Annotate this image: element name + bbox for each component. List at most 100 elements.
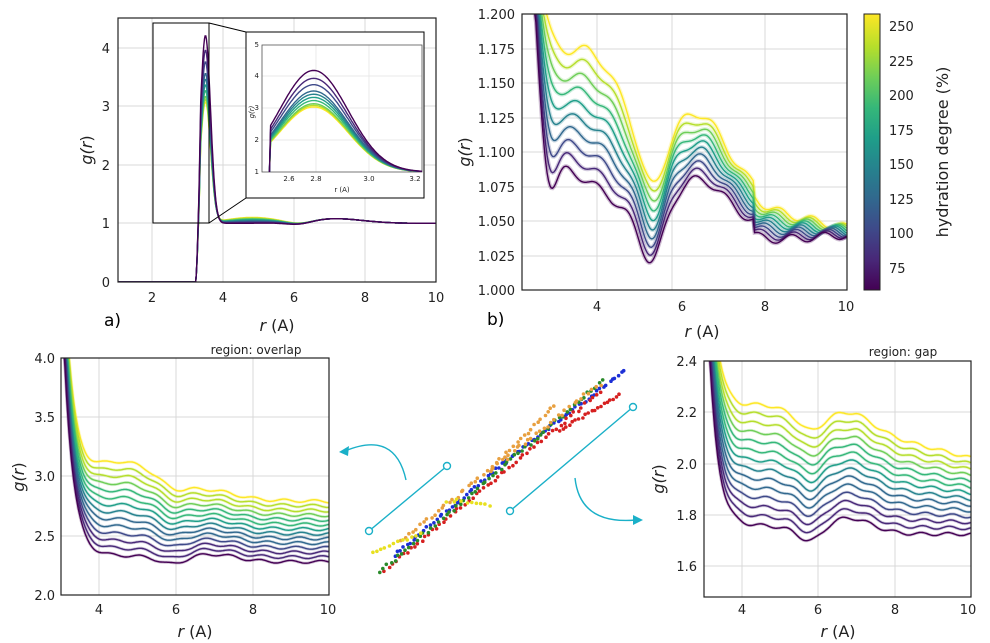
xtick-d: 6 [814, 603, 822, 618]
scatter-point [528, 427, 533, 432]
ytick-a: 4 [102, 42, 110, 57]
zoom-connector-top [208, 22, 247, 33]
ytick-a: 2 [102, 159, 110, 174]
curves-b [522, 14, 847, 265]
scatter-point [511, 444, 516, 449]
scatter-point [465, 492, 469, 497]
ytick-b: 1.175 [478, 43, 515, 58]
scatter-point [564, 416, 568, 421]
scatter-point [378, 547, 383, 552]
scatter-point [529, 443, 533, 447]
ytick-c: 2.0 [34, 589, 55, 604]
scatter-point [401, 545, 405, 549]
series-line [64, 358, 329, 550]
scatter-point [407, 531, 411, 536]
scatter-point [434, 527, 439, 531]
ytick-a: 0 [102, 276, 110, 291]
scatter-point [428, 523, 433, 527]
scatter-point [574, 399, 579, 403]
scatter-point [588, 398, 592, 403]
scatter-point [526, 431, 531, 436]
scatter-point [581, 392, 586, 396]
scatter-point [516, 451, 520, 456]
scatter-point [441, 503, 446, 508]
xlabel-c: r (A) [177, 622, 212, 641]
scatter-point [512, 452, 517, 457]
scatter-point [384, 562, 389, 567]
colorbar-tick: 250 [889, 20, 914, 35]
xlabel-d: r (A) [820, 622, 855, 641]
scatter-point [577, 409, 581, 414]
ytick-b: 1.100 [478, 146, 515, 161]
series-line [709, 361, 971, 534]
series-line [63, 358, 329, 560]
scatter-point [454, 504, 458, 508]
ytick-d: 2.2 [676, 406, 697, 421]
series-line [711, 361, 971, 513]
scatter-point [586, 391, 591, 396]
scatter-point [612, 376, 617, 381]
series-band [522, 14, 847, 232]
arrow-to-gap [574, 477, 643, 525]
scatter-point [485, 468, 490, 473]
xtick-a: 4 [219, 291, 227, 306]
scatter-point [507, 448, 512, 453]
scatter-point [489, 469, 493, 474]
scatter-point [441, 516, 446, 521]
scatter-point [445, 512, 449, 517]
series-line [541, 14, 847, 231]
xtick-a: 2 [148, 291, 156, 306]
scatter-point [590, 395, 595, 400]
series-line [65, 358, 329, 546]
scatter-point [489, 481, 493, 486]
scatter-point [375, 549, 379, 554]
series-line [716, 361, 971, 470]
ytick-c: 2.5 [34, 530, 55, 545]
scatter-point [581, 416, 585, 420]
scatter-point [599, 404, 603, 409]
series-line [268, 69, 422, 172]
panel-b: 4 6 8 10 1.000 1.025 1.050 1.075 1.100 1… [455, 8, 854, 341]
curves-d [708, 361, 971, 543]
curves-c [63, 358, 329, 565]
scatter-point [605, 400, 610, 405]
scatter-point [523, 442, 528, 447]
panel-d: region: gap 4 6 8 10 1.6 1.8 2.0 2.2 2.4… [649, 345, 976, 641]
scatter-point [452, 509, 456, 513]
inset-ytick: 2 [255, 136, 259, 144]
scatter-point [552, 417, 556, 422]
scatter-point [573, 418, 577, 422]
scatter-point [501, 457, 505, 462]
series-line [539, 14, 847, 232]
scatter-point [447, 510, 451, 514]
scatter-point [414, 527, 418, 532]
scatter-point [600, 378, 605, 382]
scatter-point [487, 476, 491, 481]
series-line [719, 361, 971, 458]
scatter-point [483, 502, 487, 506]
colorbar-tick: 100 [889, 227, 914, 242]
scatter-point [467, 483, 471, 488]
scatter-point [405, 538, 410, 542]
scatter-point [602, 401, 607, 406]
scatter-point [497, 457, 501, 461]
colorbar-tick: 75 [889, 262, 906, 277]
scatter-point [603, 383, 608, 388]
scatter-point [561, 427, 566, 431]
scatter-point [508, 457, 513, 461]
series-line [717, 361, 971, 464]
scatter-point [592, 408, 597, 413]
scatter-point [503, 455, 507, 460]
colorbar-tick: 150 [889, 158, 914, 173]
scatter-point [486, 473, 491, 478]
scatter-point [616, 373, 621, 378]
scatter-point [607, 398, 612, 402]
scatter-point [466, 496, 471, 500]
scatter-point [478, 501, 483, 506]
scatter-point [504, 450, 508, 455]
series-line [714, 361, 971, 483]
series-line [67, 358, 329, 518]
scatter-point [473, 490, 478, 494]
scatter-point [459, 499, 463, 503]
scatter-point [597, 386, 602, 391]
